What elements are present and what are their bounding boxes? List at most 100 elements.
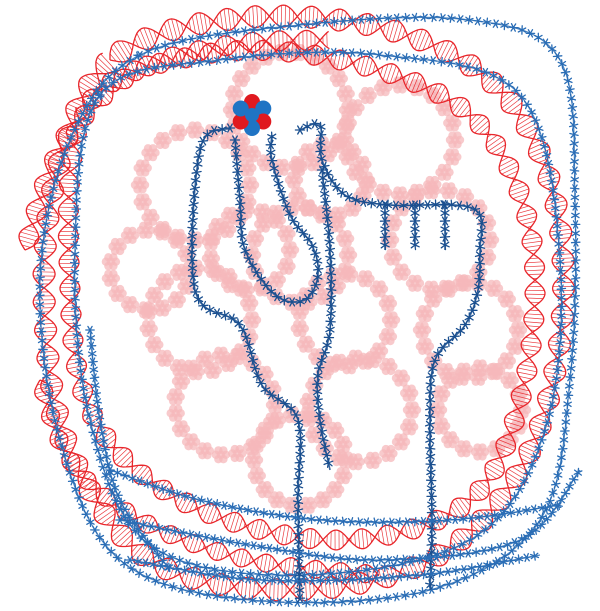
pale-flower	[415, 305, 435, 323]
pale-petal-center	[237, 74, 246, 83]
cluster-center-node	[245, 108, 259, 122]
pale-petal-center	[213, 222, 222, 231]
pale-flower	[255, 421, 274, 439]
pale-petal-center	[341, 455, 351, 465]
pale-flower-ring	[201, 201, 300, 299]
pale-petal-center	[363, 91, 372, 100]
pale-flower	[392, 263, 411, 281]
pale-petal-center	[378, 188, 388, 197]
pale-flower	[338, 246, 358, 264]
pale-flower	[373, 79, 393, 97]
pale-petal-center	[441, 284, 451, 293]
pale-flower	[245, 230, 265, 248]
pale-flower	[378, 294, 398, 312]
pale-flower	[369, 342, 389, 360]
pale-flower	[155, 349, 174, 367]
pale-petal-center	[333, 140, 343, 150]
pale-petal-center	[320, 367, 329, 376]
pale-petal-center	[405, 388, 414, 398]
pale-petal-center	[144, 324, 153, 333]
pale-petal-center	[216, 351, 226, 360]
pale-petal-center	[395, 190, 405, 200]
pale-petal-center	[343, 250, 353, 260]
pale-flower	[168, 124, 188, 142]
pale-petal-center	[158, 303, 167, 313]
pale-petal-center	[125, 300, 135, 309]
pale-petal-center	[384, 449, 393, 458]
pale-petal-center	[351, 354, 360, 363]
pale-petal-center	[378, 83, 388, 92]
pale-petal-center	[505, 376, 514, 385]
pale-flower	[454, 440, 474, 458]
pale-petal-center	[106, 274, 116, 283]
pale-flower	[329, 70, 348, 88]
pale-flower	[400, 418, 419, 436]
pale-petal-center	[172, 295, 181, 304]
pale-flower	[508, 321, 528, 339]
pale-flower	[171, 372, 191, 390]
pale-petal-center	[429, 294, 438, 304]
pale-petal-center	[206, 237, 216, 246]
pale-petal-center	[460, 192, 470, 201]
pale-petal-center	[368, 456, 377, 465]
pale-petal-center	[190, 125, 200, 135]
pale-petal-center	[282, 229, 291, 238]
pale-petal-center	[482, 218, 492, 228]
pale-flower	[338, 114, 357, 132]
pale-petal-center	[417, 325, 427, 335]
pale-petal-center	[444, 186, 453, 195]
pale-flower	[445, 131, 465, 149]
pale-petal-center	[448, 152, 457, 162]
pale-petal-center	[485, 235, 495, 245]
pale-flower	[211, 346, 231, 364]
pale-flower	[391, 369, 411, 387]
pale-petal-center	[489, 284, 499, 293]
pale-flower	[435, 99, 454, 117]
pale-flower	[185, 121, 205, 139]
pale-petal-center	[223, 136, 232, 145]
pale-flower	[432, 417, 451, 435]
pale-flower	[383, 248, 403, 266]
pale-flower	[443, 114, 462, 132]
pale-flower	[313, 491, 333, 509]
pale-flower	[133, 193, 152, 211]
pale-flower	[267, 411, 287, 429]
pale-flower	[469, 199, 488, 217]
pale-flower	[195, 350, 215, 368]
pale-flower	[415, 337, 435, 355]
pale-flower	[480, 231, 500, 249]
pale-petal-center	[475, 447, 485, 457]
pale-petal-center	[339, 440, 348, 449]
pale-petal-center	[135, 180, 145, 190]
pale-flower	[139, 320, 158, 338]
pale-flower	[244, 451, 264, 469]
pale-petal-center	[388, 252, 398, 262]
pale-flower	[435, 163, 454, 181]
pale-flower	[470, 443, 490, 461]
pale-petal-center	[440, 168, 449, 177]
pale-petal-center	[395, 80, 405, 90]
pale-petal-center	[433, 405, 443, 415]
pale-petal-center	[282, 262, 291, 271]
pale-flower	[181, 359, 201, 377]
pale-petal-center	[405, 422, 414, 432]
pale-petal-center	[293, 191, 302, 200]
pale-flower	[166, 404, 185, 422]
pale-petal-center	[150, 291, 159, 300]
pale-petal-center	[410, 279, 420, 288]
pale-flower	[141, 208, 160, 226]
pale-flower	[326, 481, 345, 499]
pale-flower	[452, 274, 471, 292]
pale-petal-center	[502, 356, 511, 366]
pale-petal-center	[309, 158, 319, 167]
pale-petal-center	[334, 74, 343, 83]
pale-flower	[166, 388, 185, 406]
pale-flower	[145, 286, 164, 304]
pale-petal-center	[446, 376, 455, 385]
pale-petal-center	[334, 358, 344, 367]
pale-flower	[335, 230, 355, 248]
pale-petal-center	[289, 175, 299, 185]
pale-flower	[443, 148, 462, 166]
pale-petal-center	[176, 377, 186, 386]
pale-petal-center	[341, 89, 350, 98]
